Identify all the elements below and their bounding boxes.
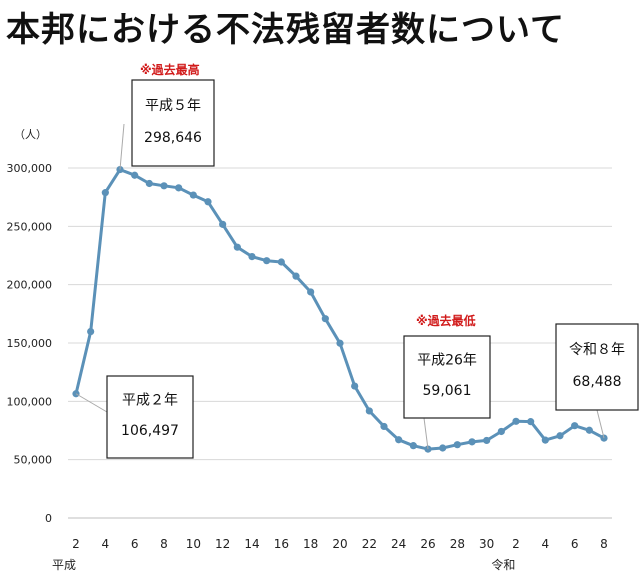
callout-label: 令和８年 [569,342,625,358]
data-point [409,442,417,450]
y-tick-label: 200,000 [7,279,53,292]
x-tick-label: 26 [420,537,435,551]
data-point [439,444,447,452]
data-point [131,171,139,179]
y-tick-label: 100,000 [7,395,53,408]
x-tick-label: 4 [542,537,550,551]
data-point [497,427,505,436]
y-tick-label: 0 [45,512,52,525]
data-point [321,315,329,323]
x-tick-label: 18 [303,537,318,551]
data-point [556,432,564,440]
callout-box [403,335,491,419]
x-tick-label: 20 [332,537,347,551]
callout-value: 298,646 [144,130,202,146]
x-tick-label: 8 [600,537,608,551]
data-point [175,184,183,192]
x-tick-label: 28 [450,537,465,551]
data-point [468,438,476,446]
data-point [541,436,549,444]
y-tick-label: 250,000 [7,220,53,233]
data-point [233,243,241,251]
data-point [101,189,109,197]
callout-label: 平成２年 [122,393,178,409]
y-axis-unit: （人） [14,128,47,141]
callout-box [555,323,639,411]
x-tick-label: 30 [479,537,494,551]
x-tick-label: 10 [186,537,201,551]
y-tick-label: 300,000 [7,162,53,175]
data-point [87,327,95,336]
x-tick-label: 6 [571,537,579,551]
record-note: ※過去最低 [416,313,476,328]
data-point [380,422,388,431]
x-tick-label: 6 [131,537,139,551]
record-note: ※過去最高 [140,62,200,77]
callout-leader [423,417,429,450]
x-tick-label: 24 [391,537,406,551]
data-point [512,417,520,425]
callout-leader [119,123,125,170]
data-point [307,288,315,296]
x-tick-label: 8 [160,537,168,551]
x-tick-label: 12 [215,537,230,551]
data-point [395,436,403,444]
data-point [189,191,197,199]
callout-value: 59,061 [423,383,472,399]
y-tick-label: 150,000 [7,337,53,350]
era-label-heisei: 平成 [52,558,76,572]
data-point [204,198,212,206]
callout-leader [596,409,605,439]
data-point [263,257,271,265]
data-point [351,382,359,390]
y-tick-label: 50,000 [14,454,53,467]
data-point [571,422,579,430]
data-point [248,252,256,261]
x-tick-label: 14 [244,537,259,551]
data-point [527,418,535,426]
data-point [219,220,227,228]
callout-leader [75,393,108,413]
callout-box [131,79,215,167]
callout-value: 68,488 [573,374,622,390]
data-point [292,272,300,280]
callout-label: 平成５年 [145,98,201,114]
data-point [336,339,344,347]
x-tick-label: 22 [362,537,377,551]
data-point [365,407,373,415]
data-point [277,258,285,266]
data-point [145,179,153,188]
data-point [160,182,168,190]
callout-label: 平成26年 [417,353,477,369]
era-label-reiwa: 令和 [491,557,515,572]
data-point [483,436,491,445]
x-tick-label: 16 [274,537,289,551]
data-point [453,441,461,449]
x-tick-label: 4 [102,537,110,551]
x-tick-label: 2 [512,537,520,551]
callout-value: 106,497 [121,423,179,439]
data-point [585,426,593,434]
callout-box [106,375,194,459]
x-tick-label: 2 [72,537,80,551]
page-title: 本邦における不法残留者数について [6,10,565,50]
